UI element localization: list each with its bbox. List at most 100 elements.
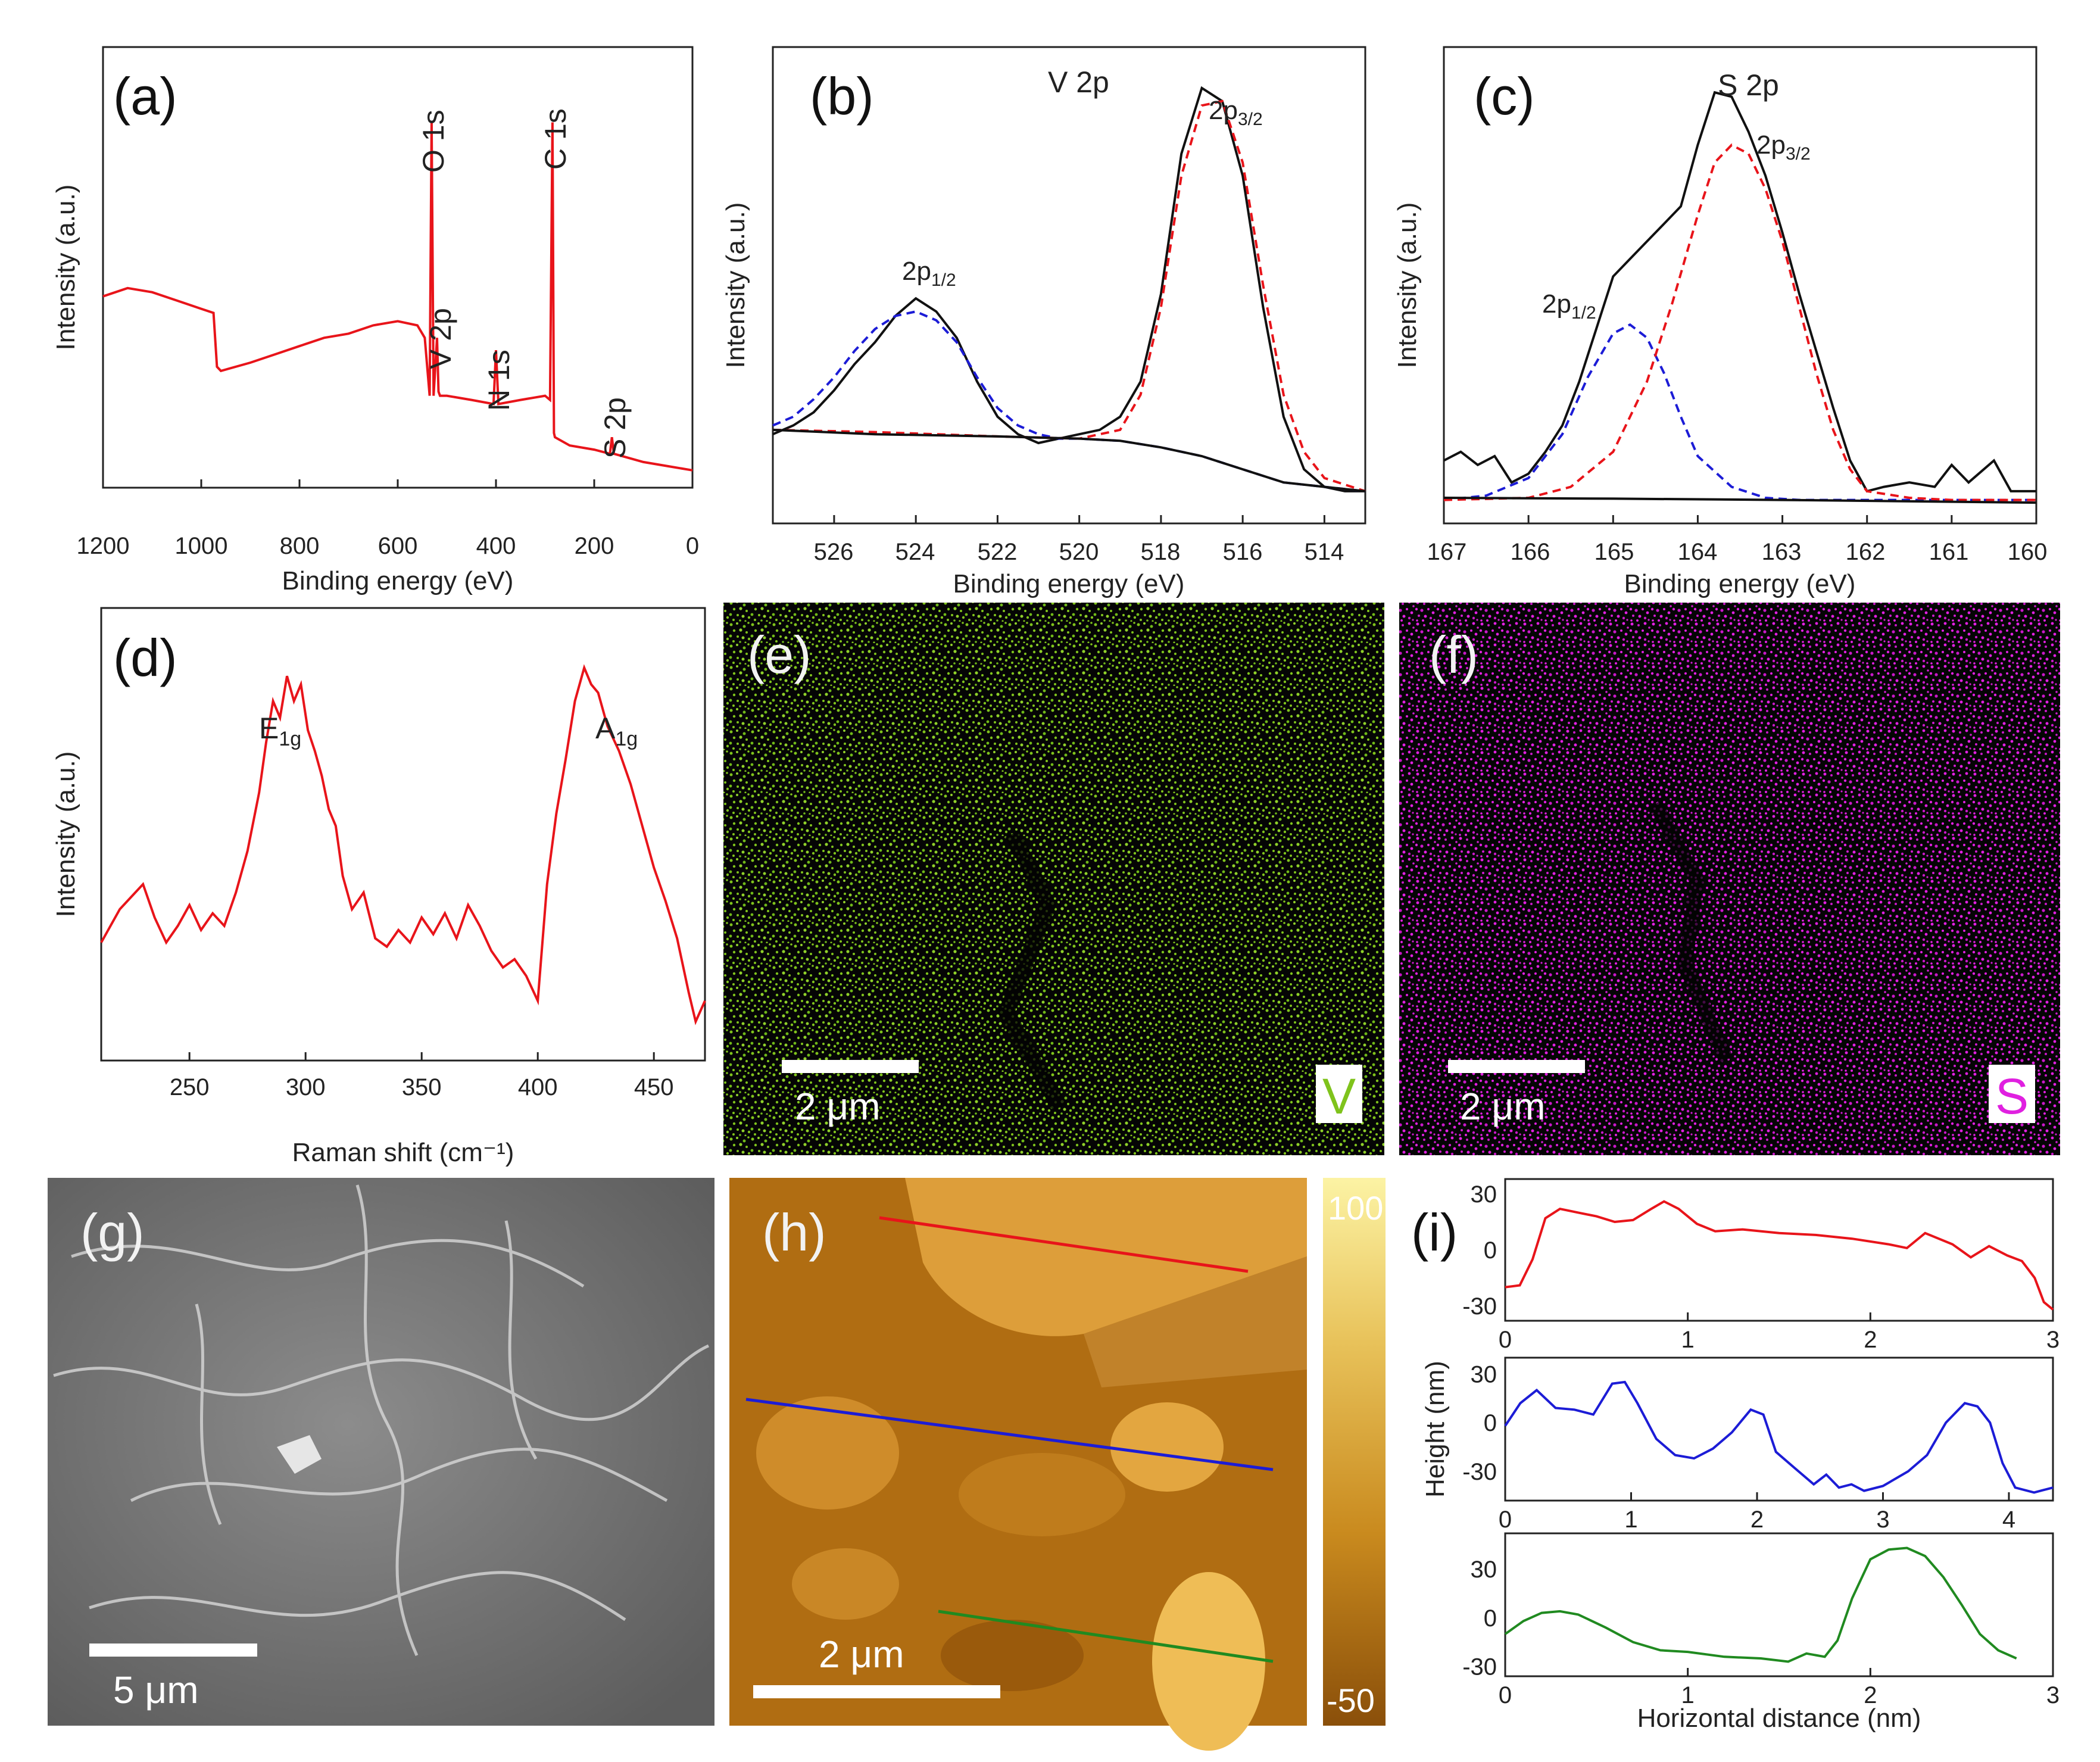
map-v-dark-streak xyxy=(997,830,1067,1112)
tick-a-600: 600 xyxy=(378,533,418,559)
tick-c-162: 162 xyxy=(1846,539,1886,565)
scale-label-g: 5 μm xyxy=(113,1669,199,1711)
ylabel-b: Intensity (a.u.) xyxy=(721,202,750,369)
plot-frame-d xyxy=(100,607,706,1062)
annotation-a-s2p: S 2p xyxy=(598,397,632,459)
tick-i3-y-0: 0 xyxy=(1484,1605,1497,1632)
tick-marks-d xyxy=(188,1052,655,1061)
annotation-b-2p32: 2p3/2 xyxy=(1209,96,1263,129)
tick-c-167: 167 xyxy=(1427,539,1467,565)
series-i1-red-profile xyxy=(1505,1200,2054,1311)
plot-frame-i1 xyxy=(1504,1178,2054,1322)
tick-i1-x-3: 3 xyxy=(2046,1327,2060,1353)
tick-i1-y--30: -30 xyxy=(1462,1293,1497,1320)
annotation-c-2p12: 2p1/2 xyxy=(1542,289,1596,323)
tick-i2-y--30: -30 xyxy=(1462,1459,1497,1485)
panel-label-h: (h) xyxy=(762,1203,826,1262)
title-b: V 2p xyxy=(1048,66,1109,99)
xlabel-d: Raman shift (cm⁻¹) xyxy=(292,1138,514,1167)
panel-label-e: (e) xyxy=(747,625,812,684)
scale-bar-e xyxy=(782,1060,919,1073)
tick-i2-y-0: 0 xyxy=(1484,1410,1497,1436)
tick-a-200: 200 xyxy=(575,533,614,559)
afm-features xyxy=(756,1178,1307,1751)
element-tag-bg-e xyxy=(1316,1065,1362,1123)
panel-label-a: (a) xyxy=(113,67,177,126)
tick-i3-y-30: 30 xyxy=(1471,1557,1497,1583)
scale-label-f: 2 μm xyxy=(1460,1085,1546,1128)
panel-h: (h) 2 μm 100 -50 xyxy=(729,1178,1386,1751)
tick-b-518: 518 xyxy=(1141,539,1181,565)
series-c-background xyxy=(1443,497,2037,504)
profile-line-green xyxy=(938,1610,1274,1663)
tick-c-164: 164 xyxy=(1678,539,1718,565)
annotation-a-v2p: V 2p xyxy=(424,308,457,369)
tick-i3-x-3: 3 xyxy=(2046,1682,2060,1708)
series-b-2p12-fit xyxy=(772,310,1366,492)
series-a-survey xyxy=(102,122,693,472)
tick-b-516: 516 xyxy=(1223,539,1263,565)
tick-i2-x-3: 3 xyxy=(1876,1507,1889,1533)
tick-marks-b xyxy=(833,515,1325,523)
tick-b-520: 520 xyxy=(1059,539,1099,565)
panel-d: (d) E1g A1g 250 300 350 400 450 Raman shift … xyxy=(51,607,706,1167)
panel-a: (a) O 1s V 2p N 1s C 1s S 2p 1200 1000 8… xyxy=(51,46,699,595)
tick-b-514: 514 xyxy=(1305,539,1344,565)
tick-b-524: 524 xyxy=(895,539,935,565)
series-c-2p12-fit xyxy=(1443,323,2036,501)
series-i2-blue-profile xyxy=(1504,1380,2054,1494)
panel-e: (e) 2 μm V xyxy=(723,603,1384,1155)
tick-marks-a xyxy=(102,479,694,488)
panel-g: (g) 5 μm xyxy=(48,1178,714,1726)
plot-frame-b xyxy=(772,46,1366,525)
tick-i3-x-0: 0 xyxy=(1499,1682,1512,1708)
tick-c-160: 160 xyxy=(2008,539,2048,565)
colorbar-max-label: 100 xyxy=(1328,1189,1383,1227)
tick-b-522: 522 xyxy=(978,539,1018,565)
tick-i1-y-30: 30 xyxy=(1471,1181,1497,1208)
ylabel-a: Intensity (a.u.) xyxy=(51,185,80,351)
scale-bar-g xyxy=(89,1644,257,1657)
tick-a-1000: 1000 xyxy=(175,533,228,559)
tick-marks-c xyxy=(1443,515,2037,523)
scale-label-h: 2 μm xyxy=(819,1633,904,1676)
panel-b: (b) V 2p 2p1/2 2p3/2 526 524 522 520 518… xyxy=(721,46,1366,598)
ylabel-i: Height (nm) xyxy=(1421,1361,1450,1498)
colorbar-min-label: -50 xyxy=(1327,1682,1375,1719)
tick-d-250: 250 xyxy=(170,1074,210,1100)
afm-colorbar xyxy=(1323,1178,1386,1726)
tick-c-163: 163 xyxy=(1762,539,1802,565)
ticks-d: 250 300 350 400 450 xyxy=(170,1074,674,1100)
series-c-experimental xyxy=(1443,91,2036,493)
tick-i2-x-4: 4 xyxy=(2002,1507,2015,1533)
series-b-background xyxy=(772,428,1366,492)
scale-bar-h xyxy=(753,1685,1000,1698)
tick-a-0: 0 xyxy=(686,533,699,559)
series-d-raman xyxy=(100,664,706,1025)
tick-i1-x-1: 1 xyxy=(1681,1327,1695,1353)
panel-c: (c) S 2p 2p1/2 2p3/2 167 166 165 164 163… xyxy=(1393,46,2048,598)
tick-i1-x-0: 0 xyxy=(1499,1327,1512,1353)
annotation-b-2p12: 2p1/2 xyxy=(902,257,956,290)
title-c: S 2p xyxy=(1718,68,1779,102)
sem-image xyxy=(48,1178,714,1726)
scale-label-e: 2 μm xyxy=(795,1085,881,1128)
plot-frame-i2 xyxy=(1504,1356,2054,1502)
tick-c-161: 161 xyxy=(1929,539,1969,565)
sem-flake xyxy=(277,1435,322,1474)
tick-a-800: 800 xyxy=(280,533,320,559)
tick-d-450: 450 xyxy=(634,1074,674,1100)
panel-label-c: (c) xyxy=(1474,67,1535,126)
profile-line-blue xyxy=(745,1398,1274,1471)
xlabel-c: Binding energy (eV) xyxy=(1624,569,1856,598)
annotation-a-c1s: C 1s xyxy=(539,108,572,170)
tick-marks-i3 xyxy=(1504,1668,2054,1676)
tick-i3-y--30: -30 xyxy=(1462,1654,1497,1680)
scale-bar-f xyxy=(1448,1060,1585,1073)
annotation-a-o1s: O 1s xyxy=(417,110,450,173)
tick-i3-x-1: 1 xyxy=(1681,1682,1695,1708)
tick-a-1200: 1200 xyxy=(77,533,130,559)
xlabel-i: Horizontal distance (nm) xyxy=(1637,1704,1921,1733)
